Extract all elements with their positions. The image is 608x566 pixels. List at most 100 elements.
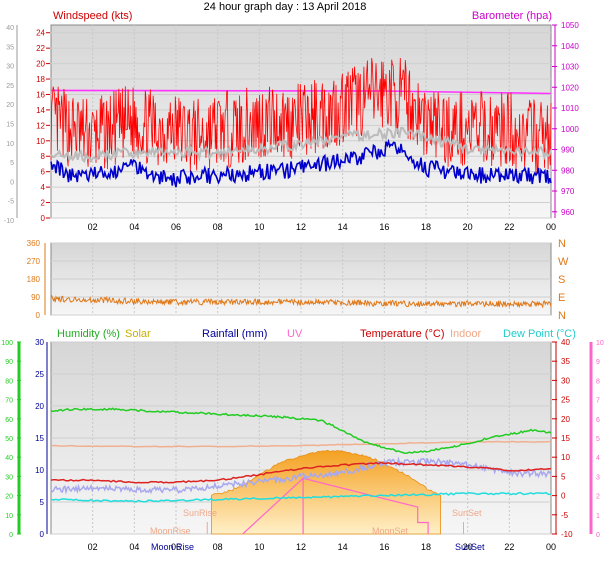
wind-x-tick-06: 06 (171, 222, 181, 232)
wind-x-tick-14: 14 (338, 222, 348, 232)
rain-y-tick-10: 10 (35, 466, 44, 475)
wind-outer-tick-0: 0 (10, 179, 14, 186)
temp-y-tick-20: 20 (561, 415, 570, 424)
indoor-line (50, 440, 552, 448)
wind-outer-tick--10: -10 (4, 218, 14, 225)
direction-series (50, 294, 552, 309)
dir-y-tick-360: 360 (27, 239, 41, 248)
hum-y-tick-10: 10 (5, 513, 13, 520)
wind-y-tick-20: 20 (36, 60, 45, 69)
temp-series (50, 407, 552, 503)
temp-y-tick-10: 10 (561, 453, 570, 462)
direction-axes: 0 N 90 E 180 S 270 W 360 N (27, 238, 569, 322)
uv-y-tick-0: 0 (596, 532, 600, 539)
solar-series (206, 449, 464, 535)
sunrise-label: SunRise (183, 508, 217, 518)
temp-y-tick-30: 30 (561, 376, 570, 385)
legend-dewpoint: Dew Point (°C) (503, 328, 576, 340)
hum-y-tick-80: 80 (5, 378, 13, 385)
hum-y-tick-30: 30 (5, 474, 13, 481)
uv-y-tick-9: 9 (596, 359, 600, 366)
wind-y-tick-8: 8 (41, 152, 46, 161)
temp-y-tick-25: 25 (561, 396, 570, 405)
wind-y-tick-24: 24 (36, 29, 45, 38)
temp-x-tick-08: 08 (213, 542, 223, 552)
hum-y-tick-40: 40 (5, 455, 13, 462)
rain-y-tick-0: 0 (40, 530, 45, 539)
wind-y-tick-12: 12 (36, 121, 45, 130)
uv-y-tick-7: 7 (596, 398, 600, 405)
dir-compass-1: E (558, 292, 565, 304)
wind-y-tick-2: 2 (41, 199, 46, 208)
wind-x-tick-02: 02 (88, 222, 98, 232)
wind-x-tick-04: 04 (129, 222, 139, 232)
baro-chart-title: Barometer (hpa) (472, 10, 552, 22)
hum-y-tick-70: 70 (5, 398, 13, 405)
baro-y-tick-1010: 1010 (561, 104, 579, 113)
wind-grid (51, 25, 551, 219)
wind-x-tick-16: 16 (379, 222, 389, 232)
uv-y-tick-3: 3 (596, 474, 600, 481)
rain-y-tick-25: 25 (35, 370, 44, 379)
dir-y-tick-270: 270 (27, 257, 41, 266)
wind-x-tick-20: 20 (463, 222, 473, 232)
temp-x-tick-00: 00 (546, 542, 556, 552)
temp-y-tick-35: 35 (561, 357, 570, 366)
temp-x-tick-02: 02 (88, 542, 98, 552)
astro-annotations: SunRise SunSet MoonRise MoonSet (150, 508, 482, 536)
temp-x-tick-18: 18 (421, 542, 431, 552)
wind-outer-tick-35: 35 (6, 44, 14, 51)
wind-x-tick-22: 22 (504, 222, 514, 232)
wind-y-tick-18: 18 (36, 75, 45, 84)
temp-x-tick-20: 20 (463, 542, 473, 552)
legend-temperature: Temperature (°C) (360, 328, 444, 340)
humidity-line (50, 407, 552, 455)
uv-y-tick-1: 1 (596, 513, 600, 520)
baro-y-tick-980: 980 (561, 166, 575, 175)
wind-axes: 024681012141618202224-10-505101520253035… (4, 21, 579, 232)
wind-outer-tick-25: 25 (6, 83, 14, 90)
wind-outer-tick-15: 15 (6, 122, 14, 129)
baro-y-tick-990: 990 (561, 146, 575, 155)
rain-y-tick-5: 5 (40, 498, 45, 507)
baro-y-tick-970: 970 (561, 187, 575, 196)
temp-y-tick--10: -10 (561, 530, 573, 539)
wind-outer-tick-20: 20 (6, 102, 14, 109)
temp-x-tick-22: 22 (504, 542, 514, 552)
moonrise-label: MoonRise (150, 526, 191, 536)
wind-y-tick-16: 16 (36, 90, 45, 99)
legend-indoor: Indoor (450, 328, 482, 340)
page-title: 24 hour graph day : 13 April 2018 (204, 1, 367, 13)
direction-grid (51, 242, 551, 316)
temp-y-tick--5: -5 (561, 511, 569, 520)
hum-y-tick-90: 90 (5, 359, 13, 366)
moon-rise-x-label: Moon Rise (151, 542, 194, 552)
dir-compass-3: W (558, 256, 569, 268)
temp-x-tick-14: 14 (338, 542, 348, 552)
temp-y-tick-15: 15 (561, 434, 570, 443)
temp-x-tick-10: 10 (254, 542, 264, 552)
sunset-label: SunSet (452, 508, 482, 518)
moonset-label: MoonSet (372, 526, 409, 536)
wind-y-tick-14: 14 (36, 106, 45, 115)
temp-legend: Humidity (%) Solar Rainfall (mm) UV Temp… (57, 328, 576, 340)
temp-y-tick-5: 5 (561, 472, 566, 481)
legend-humidity: Humidity (%) (57, 328, 120, 340)
wind-outer-tick-40: 40 (6, 25, 14, 32)
baro-y-tick-960: 960 (561, 208, 575, 217)
wind-x-tick-18: 18 (421, 222, 431, 232)
wind-x-tick-00: 00 (546, 222, 556, 232)
temp-x-tick-16: 16 (379, 542, 389, 552)
sunset-x-label: SunSet (455, 542, 485, 552)
rain-y-tick-20: 20 (35, 402, 44, 411)
dir-compass-2: S (558, 274, 565, 286)
wind-x-tick-10: 10 (254, 222, 264, 232)
wind-series (50, 57, 552, 188)
hum-y-tick-60: 60 (5, 417, 13, 424)
uv-y-tick-8: 8 (596, 378, 600, 385)
wind-avg-line (50, 138, 552, 188)
wind-y-tick-6: 6 (41, 168, 46, 177)
baro-y-tick-1050: 1050 (561, 21, 579, 30)
uv-y-tick-10: 10 (596, 340, 604, 347)
